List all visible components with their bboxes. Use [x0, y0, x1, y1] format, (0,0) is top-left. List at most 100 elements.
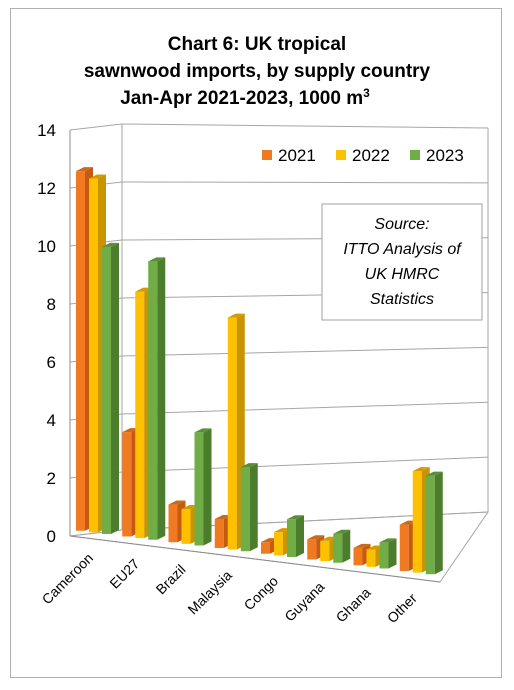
- bar-front: [425, 475, 435, 575]
- legend-swatch-2023: [410, 150, 420, 160]
- bar-side: [203, 428, 212, 546]
- bar-front: [353, 547, 363, 566]
- bar-top: [135, 287, 153, 292]
- bar-front: [89, 178, 98, 533]
- bar-front: [261, 542, 270, 554]
- bar-top: [168, 500, 186, 505]
- bar-2023-other: [425, 471, 443, 575]
- x-tick-label: Malaysia: [184, 567, 235, 618]
- bar-top: [102, 242, 119, 247]
- x-tick-label: Ghana: [333, 584, 374, 625]
- bar-top: [320, 536, 338, 541]
- bar-front: [412, 471, 422, 573]
- bar-top: [353, 543, 371, 548]
- legend-label-2021: 2021: [278, 146, 316, 165]
- bar-top: [307, 535, 325, 540]
- x-tick-label: Guyana: [281, 578, 327, 624]
- bar-2023-guyana: [333, 529, 351, 563]
- bar-top: [194, 428, 212, 433]
- bar-top: [399, 520, 417, 525]
- bar-top: [274, 528, 291, 533]
- bar-front: [122, 432, 132, 537]
- bar-2023-cameroon: [102, 242, 119, 534]
- bar-top: [287, 515, 304, 520]
- bar-top: [261, 538, 278, 543]
- y-tick-label: 0: [47, 527, 56, 546]
- bar-side: [111, 242, 119, 534]
- x-axis-line: [69, 535, 441, 583]
- source-box: [321, 203, 483, 321]
- chart-title-superscript: 3: [363, 86, 370, 100]
- x-tick-label: Cameroon: [39, 550, 97, 608]
- x-tick-label: Brazil: [153, 561, 189, 597]
- source-annotation: Source: ITTO Analysis of UK HMRC Statist…: [321, 203, 483, 321]
- chart-title-line-2: sawnwood imports, by supply country: [84, 61, 431, 82]
- bar-top: [379, 538, 397, 543]
- bar-side: [342, 529, 351, 563]
- bar-front: [102, 246, 111, 534]
- bar-2023-brazil: [194, 428, 212, 546]
- bar-top: [240, 463, 258, 468]
- y-tick-label: 6: [47, 353, 56, 372]
- x-tick-label: Congo: [241, 573, 282, 614]
- y-tick-label: 14: [37, 121, 56, 140]
- bar-top: [412, 467, 430, 472]
- legend-label-2023: 2023: [426, 146, 464, 165]
- y-tick-label: 2: [47, 469, 56, 488]
- bar-front: [240, 467, 250, 552]
- legend: 2021 2022 2023: [262, 146, 464, 165]
- bar-2023-eu27: [148, 257, 166, 540]
- bar-top: [76, 167, 93, 172]
- bar-front: [320, 540, 330, 562]
- source-line-3: UK HMRC: [365, 266, 440, 283]
- bar-front: [287, 519, 296, 557]
- gridline-side: [69, 123, 123, 131]
- y-tick-label: 8: [47, 295, 56, 314]
- bar-front: [379, 542, 389, 569]
- bar-top: [333, 529, 351, 534]
- bar-top: [122, 428, 140, 433]
- gridline: [121, 456, 489, 473]
- bar-side: [434, 471, 443, 575]
- bar-top: [148, 257, 166, 262]
- bar-front: [307, 539, 317, 560]
- legend-label-2022: 2022: [352, 146, 390, 165]
- bar-side: [296, 515, 304, 557]
- gridline: [121, 123, 489, 129]
- legend-swatch-2022: [336, 150, 346, 160]
- source-line-1: Source:: [374, 216, 429, 233]
- bar-side: [388, 538, 397, 569]
- bar-top: [89, 174, 106, 179]
- source-line-4: Statistics: [370, 291, 434, 308]
- chart-title-line-1: Chart 6: UK tropical: [168, 34, 346, 55]
- y-tick-label: 4: [47, 411, 56, 430]
- gridline: [121, 346, 489, 357]
- chart-title-line-3-text: Jan-Apr 2021-2023, 1000 m: [120, 88, 363, 109]
- bar-2023-ghana: [379, 538, 397, 569]
- source-line-2: ITTO Analysis of: [343, 241, 462, 258]
- bar-front: [148, 261, 158, 540]
- x-tick-label: Other: [384, 590, 420, 626]
- bar-front: [274, 532, 283, 556]
- bar-front: [366, 549, 376, 567]
- y-tick-label: 10: [37, 237, 56, 256]
- bar-front: [214, 518, 224, 548]
- bar-front: [333, 533, 343, 563]
- bar-front: [227, 317, 237, 550]
- legend-swatch-2021: [262, 150, 272, 160]
- bar-top: [214, 514, 232, 519]
- bar-side: [249, 463, 258, 552]
- bar-front: [168, 504, 178, 543]
- bar-front: [76, 171, 85, 531]
- bar-top: [366, 545, 384, 550]
- bar-2023-congo: [287, 515, 304, 557]
- bar-top: [227, 313, 245, 318]
- y-tick-label: 12: [37, 179, 56, 198]
- bar-top: [181, 505, 199, 510]
- gridline: [121, 401, 489, 415]
- gridline: [121, 181, 489, 184]
- bar-front: [194, 432, 204, 546]
- x-tick-label: EU27: [106, 555, 142, 591]
